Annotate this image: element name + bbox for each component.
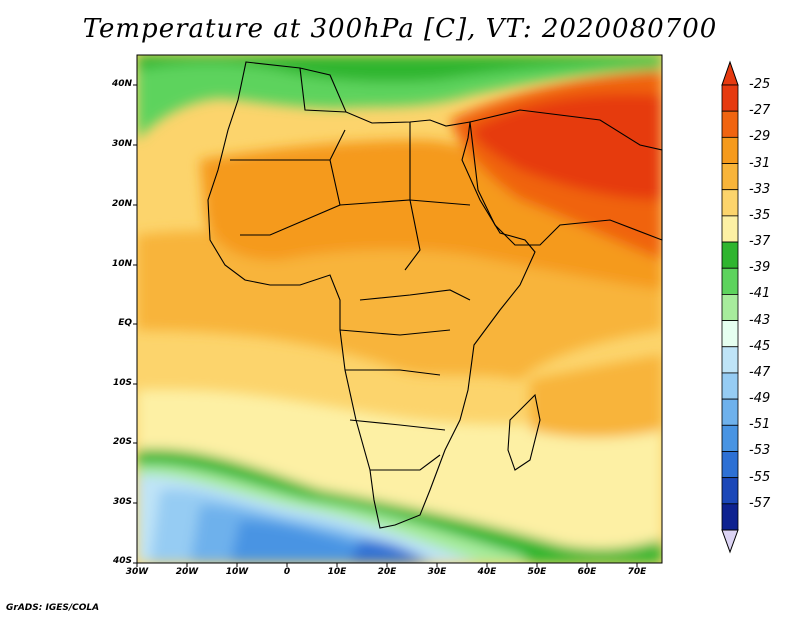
colorbar-label: -41 [749, 286, 771, 302]
temperature-field [137, 55, 662, 563]
colorbar-box [721, 110, 739, 138]
colorbar-label: -45 [749, 338, 771, 354]
colorbar-boxes [721, 84, 739, 531]
map-title: Temperature at 300hPa [C], VT: 202008070… [82, 14, 718, 44]
colorbar-label: -29 [749, 129, 771, 145]
lat-label-10n: 10N [111, 259, 132, 269]
colorbar-box [721, 294, 739, 321]
lon-label-0: 0 [283, 567, 291, 577]
credit-label: GrADS: IGES/COLA [6, 603, 100, 613]
lon-label-50e: 50E [527, 567, 547, 577]
lon-label-20w: 20W [175, 567, 199, 577]
colorbar-label: -27 [749, 103, 771, 119]
colorbar-box [721, 267, 739, 295]
lon-label-10w: 10W [225, 567, 249, 577]
lon-label-40e: 40E [477, 567, 497, 577]
lat-label-30s: 30S [112, 497, 132, 507]
colorbar-box [721, 372, 739, 400]
colorbar-box [721, 163, 739, 191]
colorbar-box [721, 84, 739, 112]
lat-label-40n: 40N [111, 79, 132, 89]
lon-label-60e: 60E [577, 567, 597, 577]
lon-label-20e: 20E [377, 567, 397, 577]
lon-label-30w: 30W [125, 567, 149, 577]
colorbar-label: -43 [749, 312, 771, 328]
lat-label-eq: EQ [118, 318, 132, 328]
colorbar-box [721, 136, 739, 164]
lat-label-20s: 20S [112, 437, 132, 447]
lat-ticks [133, 84, 137, 564]
lon-ticks [136, 563, 638, 567]
colorbar-label: -25 [749, 77, 771, 92]
colorbar-label: -33 [749, 181, 771, 197]
colorbar-label: -49 [749, 391, 771, 407]
colorbar-label: -31 [749, 155, 771, 171]
colorbar-box [721, 398, 739, 426]
lat-label-10s: 10S [112, 378, 132, 388]
colorbar-label: -53 [749, 443, 771, 459]
country-borders [207, 61, 663, 529]
colorbar-box [721, 320, 739, 348]
lon-label-70e: 70E [627, 567, 647, 577]
lat-label-40s: 40S [112, 556, 132, 566]
colorbar-box [721, 346, 739, 374]
colorbar-label: -37 [749, 234, 771, 250]
colorbar-box [721, 189, 739, 217]
colorbar-label: -55 [749, 469, 771, 485]
colorbar-box [721, 424, 739, 452]
colorbar-box [721, 451, 739, 479]
lat-label-30n: 30N [111, 139, 132, 149]
colorbar-label: -35 [749, 207, 771, 223]
colorbar-high-arrow [721, 60, 739, 86]
lon-label-10e: 10E [327, 567, 347, 577]
colorbar-box [721, 241, 739, 269]
lat-label-20n: 20N [111, 199, 132, 209]
colorbar-label: -47 [749, 364, 771, 380]
colorbar-label: -51 [749, 417, 771, 433]
colorbar-box [721, 477, 739, 505]
colorbar [721, 60, 739, 554]
colorbar-box [721, 503, 739, 531]
colorbar-label: -57 [749, 495, 771, 511]
lon-label-30e: 30E [427, 567, 447, 577]
colorbar-label: -39 [749, 260, 771, 276]
colorbar-box [721, 215, 739, 243]
colorbar-low-arrow [721, 529, 739, 554]
map-frame [136, 54, 663, 564]
